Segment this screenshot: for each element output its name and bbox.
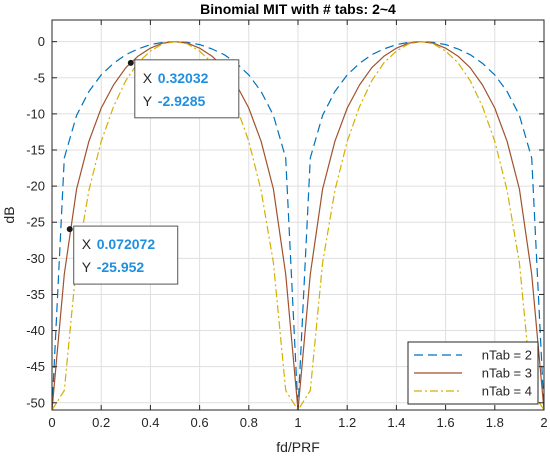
x-tick-label: 1.4	[387, 415, 405, 430]
legend-label-2: nTab = 3	[482, 366, 532, 381]
datatip-2[interactable]: X 0.072072 Y -25.952	[66, 225, 179, 285]
datatip-marker	[127, 59, 134, 66]
datatip-y-label: Y	[82, 259, 92, 275]
x-tick-label: 1	[294, 415, 301, 430]
grid	[51, 20, 545, 410]
x-tick-label: 2	[540, 415, 547, 430]
datatips: X 0.32032 Y -2.9285 X 0.072072 Y -25.952	[66, 59, 240, 285]
y-tick-label: -40	[26, 323, 45, 338]
y-tick-label: -5	[33, 70, 45, 85]
datatip-marker	[66, 226, 73, 233]
y-tick-label: -35	[26, 287, 45, 302]
datatip-x-value: 0.072072	[97, 236, 156, 252]
datatip-y-label: Y	[143, 93, 153, 109]
datatip-x-label: X	[82, 236, 92, 252]
y-tick-label: -15	[26, 143, 45, 158]
y-tick-label: -25	[26, 215, 45, 230]
datatip-x-label: X	[143, 70, 153, 86]
x-tick-label: 1.2	[338, 415, 356, 430]
legend-label-1: nTab = 2	[482, 348, 532, 363]
datatip-box	[73, 225, 179, 285]
x-tick-label: 0	[48, 415, 55, 430]
y-tick-label: -10	[26, 106, 45, 121]
series-group	[52, 41, 544, 410]
chart-title: Binomial MIT with # tabs: 2~4	[200, 1, 396, 17]
datatip-x-value: 0.32032	[158, 70, 209, 86]
x-tick-label: 0.8	[240, 415, 258, 430]
datatip-y-value: -25.952	[97, 259, 145, 275]
y-tick-label: -50	[26, 395, 45, 410]
x-tick-label: 0.2	[92, 415, 110, 430]
x-axis-label: fd/PRF	[276, 439, 320, 455]
y-tick-label: 0	[38, 34, 45, 49]
legend-label-3: nTab = 4	[482, 384, 532, 399]
x-tick-label: 1.8	[486, 415, 504, 430]
y-tick-label: -20	[26, 179, 45, 194]
y-tick-label: -30	[26, 251, 45, 266]
y-tick-label: -45	[26, 359, 45, 374]
series-line-1	[52, 41, 544, 410]
x-tick-label: 0.4	[141, 415, 159, 430]
x-tick-label: 0.6	[191, 415, 209, 430]
series-line-2	[52, 41, 544, 410]
series-line-3	[52, 41, 544, 410]
legend: nTab = 2 nTab = 3 nTab = 4	[407, 341, 539, 405]
datatip-1[interactable]: X 0.32032 Y -2.9285	[127, 59, 240, 119]
datatip-box	[134, 59, 240, 119]
ticks: 0 0.2 0.4 0.6 0.8 1 1.2 1.4 1.6 1.8 2 0 -5 -10 -15 -20 -…	[26, 20, 548, 430]
y-axis-label: dB	[1, 206, 17, 223]
datatip-y-value: -2.9285	[158, 93, 206, 109]
x-tick-label: 1.6	[437, 415, 455, 430]
